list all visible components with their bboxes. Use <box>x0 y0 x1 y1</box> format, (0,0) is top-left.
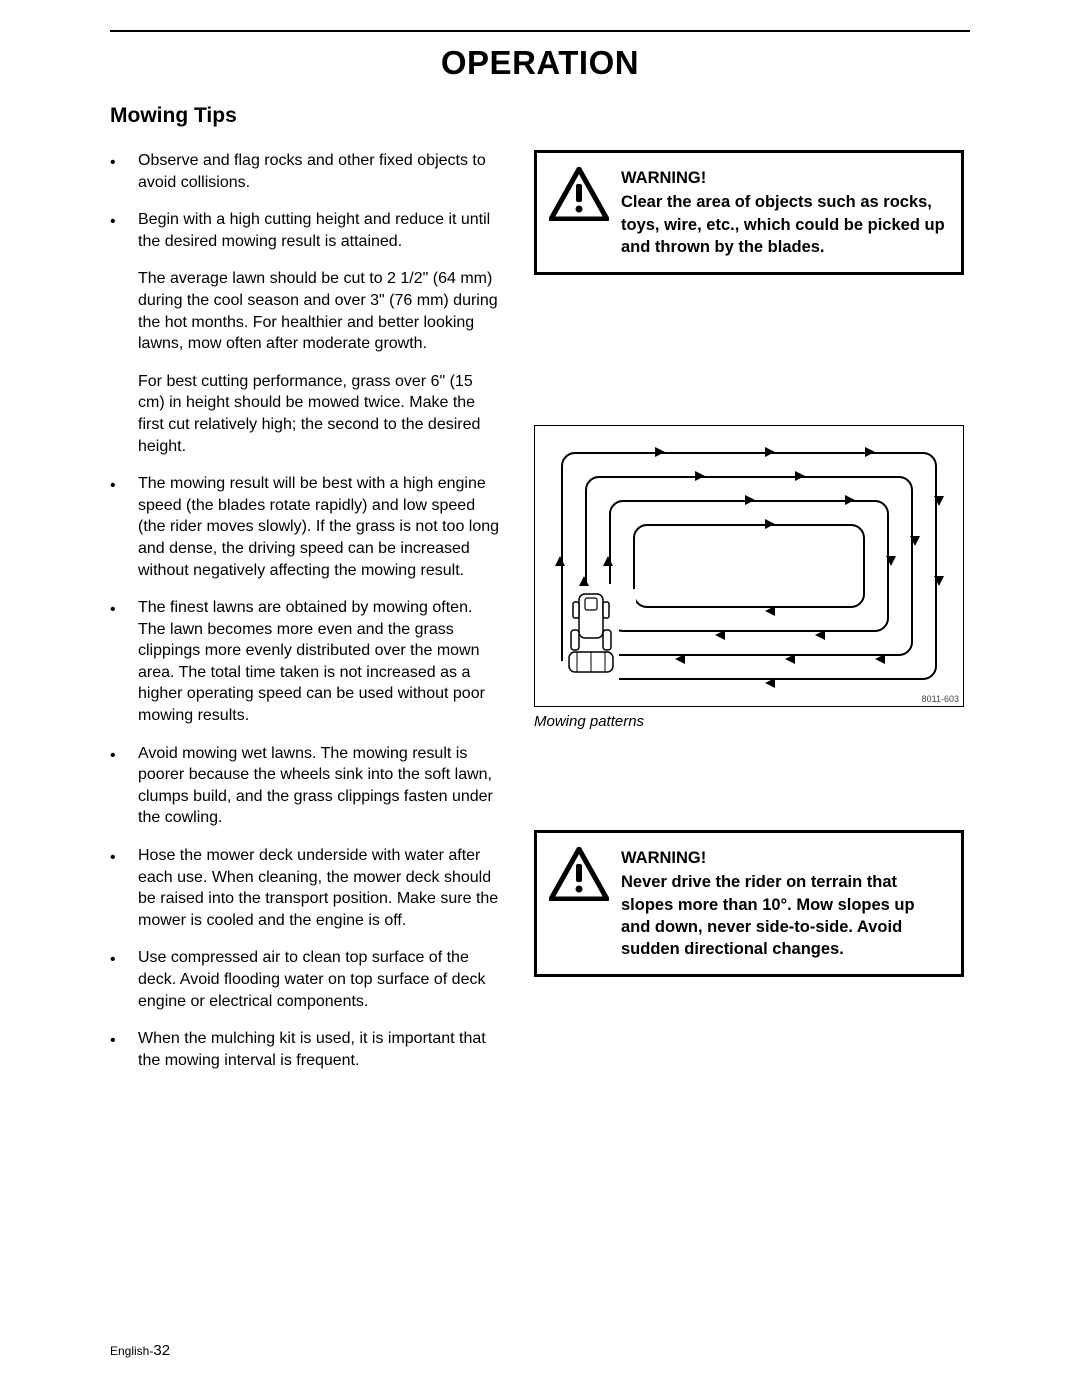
bullet-icon <box>110 743 138 829</box>
warning-head: WARNING! <box>621 847 947 869</box>
bullet-icon <box>110 947 138 1012</box>
tips-list: The mowing result will be best with a hi… <box>110 473 500 1071</box>
warning-text: WARNING! Never drive the rider on terrai… <box>621 847 947 960</box>
bullet-icon <box>110 150 138 193</box>
list-item: The finest lawns are obtained by mowing … <box>110 597 500 727</box>
list-item: Begin with a high cutting height and red… <box>110 209 500 252</box>
manual-page: OPERATION Mowing Tips Observe and flag r… <box>0 0 1080 1397</box>
indent-para: For best cutting performance, grass over… <box>138 371 500 457</box>
bullet-icon <box>110 845 138 931</box>
tip-text: Use compressed air to clean top surface … <box>138 947 500 1012</box>
warning-triangle-icon <box>549 847 609 906</box>
warning-box: WARNING! Clear the area of objects such … <box>534 150 964 275</box>
tip-text: Avoid mowing wet lawns. The mowing resul… <box>138 743 500 829</box>
tip-text: Observe and flag rocks and other fixed o… <box>138 150 500 193</box>
tips-list: Observe and flag rocks and other fixed o… <box>110 150 500 252</box>
bullet-icon <box>110 1028 138 1071</box>
tip-text: The finest lawns are obtained by mowing … <box>138 597 500 727</box>
warning-triangle-icon <box>549 167 609 226</box>
list-item: Use compressed air to clean top surface … <box>110 947 500 1012</box>
spiral-diagram <box>555 446 943 686</box>
warning-text: WARNING! Clear the area of objects such … <box>621 167 947 258</box>
tip-text: Hose the mower deck underside with water… <box>138 845 500 931</box>
bullet-icon <box>110 209 138 252</box>
warning-body: Clear the area of objects such as rocks,… <box>621 191 947 258</box>
warning-box: WARNING! Never drive the rider on terrai… <box>534 830 964 977</box>
tip-text: Begin with a high cutting height and red… <box>138 209 500 252</box>
tips-column: Observe and flag rocks and other fixed o… <box>110 150 500 1087</box>
columns: Observe and flag rocks and other fixed o… <box>110 150 970 1087</box>
list-item: Observe and flag rocks and other fixed o… <box>110 150 500 193</box>
bullet-icon <box>110 473 138 581</box>
warning-body: Never drive the rider on terrain that sl… <box>621 871 947 960</box>
footer-lang: English- <box>110 1344 153 1358</box>
figure-id: 8011-603 <box>922 694 959 704</box>
tip-text: The mowing result will be best with a hi… <box>138 473 500 581</box>
mowing-pattern-figure: 8011-603 <box>534 425 964 707</box>
list-item: When the mulching kit is used, it is imp… <box>110 1028 500 1071</box>
list-item: Avoid mowing wet lawns. The mowing resul… <box>110 743 500 829</box>
footer-num: 32 <box>153 1342 170 1359</box>
list-item: Hose the mower deck underside with water… <box>110 845 500 931</box>
figure-column: WARNING! Clear the area of objects such … <box>534 150 964 1087</box>
page-title: OPERATION <box>110 44 970 82</box>
page-footer: English-32 <box>110 1342 170 1359</box>
tip-text: When the mulching kit is used, it is imp… <box>138 1028 500 1071</box>
bullet-icon <box>110 597 138 727</box>
spacer <box>534 730 964 830</box>
warning-head: WARNING! <box>621 167 947 189</box>
mower-icon <box>567 588 615 676</box>
list-item: The mowing result will be best with a hi… <box>110 473 500 581</box>
section-heading: Mowing Tips <box>110 104 970 128</box>
figure-caption: Mowing patterns <box>534 713 964 730</box>
divider-top <box>110 30 970 32</box>
indent-para: The average lawn should be cut to 2 1/2"… <box>138 268 500 354</box>
